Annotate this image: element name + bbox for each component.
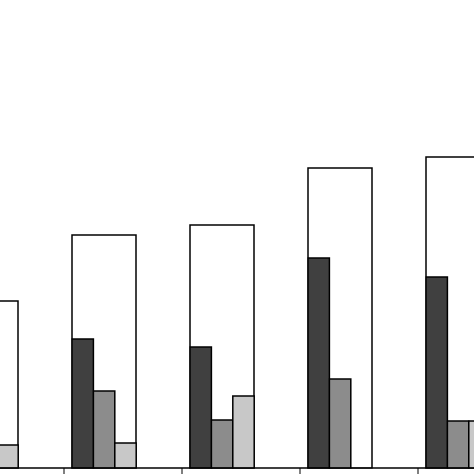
bar	[307, 257, 331, 469]
bar	[71, 338, 95, 469]
bar	[328, 378, 352, 469]
bar	[92, 390, 116, 469]
bar	[210, 419, 234, 469]
bar	[232, 395, 255, 469]
total-bar	[0, 300, 19, 469]
bar	[425, 276, 449, 469]
bar	[114, 442, 137, 469]
bar	[446, 420, 470, 469]
bar	[468, 420, 474, 469]
bar	[189, 346, 213, 469]
bar	[0, 444, 19, 469]
